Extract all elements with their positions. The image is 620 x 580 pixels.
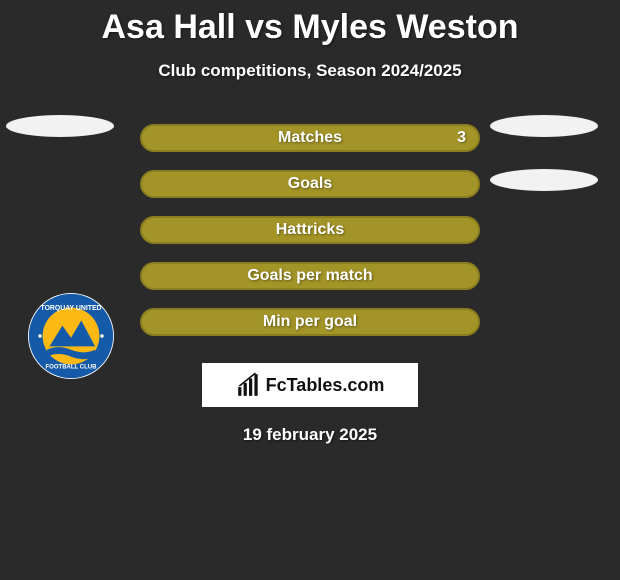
stat-bar-min-per-goal: Min per goal (140, 308, 480, 336)
footer-brand-box: FcTables.com (202, 363, 418, 407)
stat-row-hattricks: Hattricks (0, 207, 620, 253)
stat-label: Goals (142, 175, 478, 193)
svg-text:FOOTBALL CLUB: FOOTBALL CLUB (45, 365, 97, 371)
stat-label: Goals per match (142, 267, 478, 285)
bars-icon (236, 372, 262, 398)
stat-label: Matches (142, 129, 478, 147)
stat-bar-matches: Matches 3 (140, 124, 480, 152)
date-line: 19 february 2025 (0, 425, 620, 445)
subtitle: Club competitions, Season 2024/2025 (0, 61, 620, 81)
stat-bar-goals-per-match: Goals per match (140, 262, 480, 290)
stat-row-goals: Goals (0, 161, 620, 207)
stat-label: Hattricks (142, 221, 478, 239)
stat-value: 3 (457, 129, 466, 147)
page-title: Asa Hall vs Myles Weston (0, 0, 620, 47)
stat-bar-goals: Goals (140, 170, 480, 198)
stat-label: Min per goal (142, 313, 478, 331)
stat-row-matches: Matches 3 (0, 115, 620, 161)
stat-bar-hattricks: Hattricks (140, 216, 480, 244)
stat-row-min-per-goal: Min per goal (0, 299, 620, 345)
stats-area: TORQUAY UNITED FOOTBALL CLUB Matches 3 G… (0, 115, 620, 345)
stat-row-goals-per-match: Goals per match (0, 253, 620, 299)
footer-brand-text: FcTables.com (266, 375, 385, 396)
